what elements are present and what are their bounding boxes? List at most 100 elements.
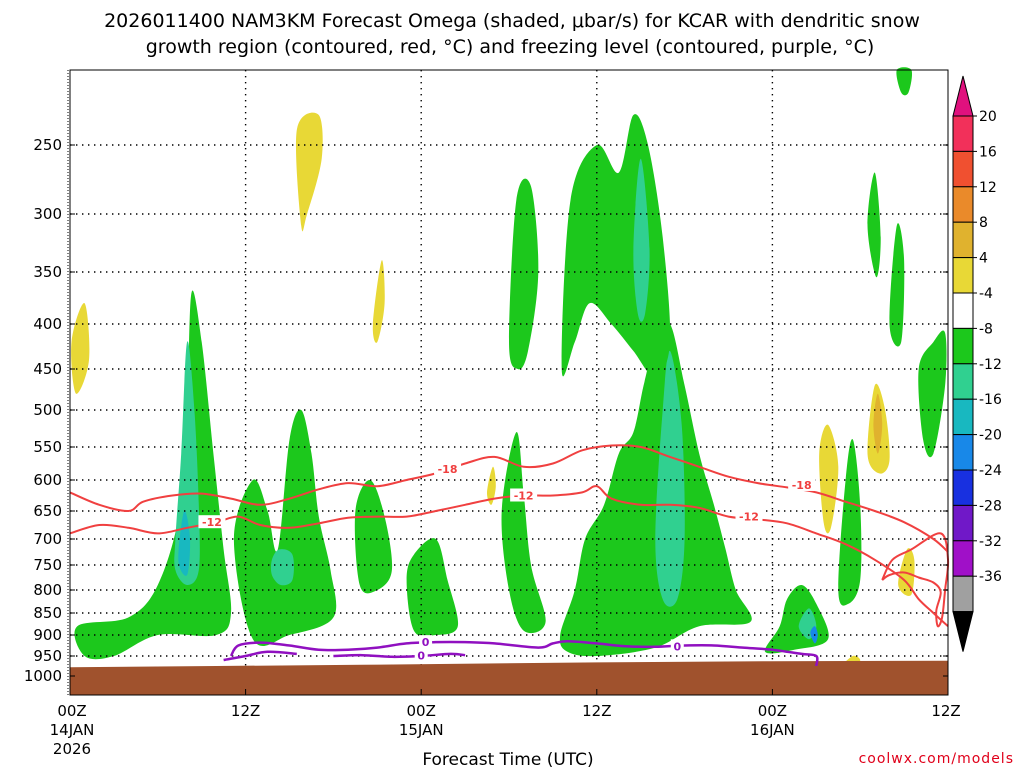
y-tick-label: 750: [33, 556, 62, 574]
y-tick-label: 450: [33, 360, 62, 378]
omega-shade-m4: [867, 172, 881, 278]
colorbar-swatch: [952, 504, 974, 542]
contour-label-bg: [419, 635, 433, 649]
omega-shade-p4: [372, 260, 385, 343]
contour-label: -18: [792, 479, 812, 492]
colorbar-swatch: [952, 292, 974, 329]
y-tick-label: 1000: [24, 667, 62, 685]
x-tick-label: 00Z: [407, 702, 436, 720]
omega-shade-m4: [889, 223, 905, 347]
contour-label-bg: [414, 648, 428, 662]
x-tick-label: 12Z: [582, 702, 611, 720]
contour-minus18: [69, 444, 949, 553]
omega-shade-m4: [918, 330, 947, 458]
contour-label: -12: [739, 511, 759, 524]
colorbar: 20 16 12 8 4 -4 -8 -12 -16 -20 -24 -28 -32 -36: [952, 75, 1002, 652]
colorbar-label: -36: [979, 569, 1002, 585]
contour-label: 0: [673, 640, 681, 653]
x-tick-label: 12Z: [931, 702, 960, 720]
colorbar-label: 20: [979, 109, 997, 125]
x-tick-label: 00Z: [758, 702, 787, 720]
omega-shade-m8: [655, 350, 685, 607]
colorbar-swatch: [952, 115, 974, 152]
freezing-level-purple_zero_c: [333, 652, 466, 659]
y-tick-label: 650: [33, 502, 62, 520]
omega-shade-p4: [486, 466, 496, 505]
colorbar-swatch: [952, 540, 974, 577]
x-axis-label: Forecast Time (UTC): [422, 750, 593, 768]
contour-label: -12: [514, 490, 534, 503]
colorbar-swatch: [952, 186, 974, 223]
colorbar-label: -12: [979, 357, 1002, 373]
omega-shade-p4: [819, 424, 839, 534]
x-tick-date: 15JAN: [399, 721, 444, 739]
colorbar-label: -16: [979, 392, 1002, 408]
y-tick-label: 250: [33, 136, 62, 154]
omega-shade-m8: [174, 341, 200, 585]
omega-shade-m4: [559, 322, 752, 657]
contour-label-bg: [788, 477, 816, 491]
y-tick-label: 800: [33, 581, 62, 599]
x-tick-label: 12Z: [231, 702, 260, 720]
omega-shade-m4: [406, 538, 459, 637]
contour-label-bg: [510, 488, 538, 502]
y-tick-label: 900: [33, 626, 62, 644]
contour-label-bg: [735, 509, 763, 523]
colorbar-swatch: [952, 363, 974, 400]
y-tick-label: 350: [33, 263, 62, 281]
colorbar-swatch: [952, 150, 974, 188]
y-tick-label: 950: [33, 647, 62, 665]
colorbar-swatch: [952, 575, 974, 613]
credit-text: coolwx.com/models: [859, 751, 1014, 767]
contour-minus12-closed: [881, 532, 950, 628]
omega-shade-m4: [501, 432, 546, 634]
colorbar-label: -32: [979, 534, 1002, 550]
omega-shade-m8: [633, 158, 650, 322]
colorbar-swatch: [952, 221, 974, 259]
contour-label-bg: [434, 461, 462, 475]
contour-minus12: [69, 485, 949, 627]
colorbar-label: 4: [979, 251, 988, 267]
chart-title-line1: 2026011400 NAM3KM Forecast Omega (shaded…: [104, 10, 920, 32]
contour-layer: -18-12-12-18-120 00: [69, 444, 950, 667]
colorbar-label: 12: [979, 180, 997, 196]
colorbar-swatch: [952, 469, 974, 506]
contour-label: 0: [417, 650, 425, 663]
chart-title-line2: growth region (contoured, red, °C) and f…: [146, 36, 875, 58]
colorbar-swatch: [952, 434, 974, 471]
y-tick-label: 850: [33, 604, 62, 622]
contour-label-bg: [198, 515, 226, 529]
omega-shade-m4: [896, 67, 913, 96]
x-tick-label: 00Z: [57, 702, 86, 720]
x-tick-date: 16JAN: [750, 721, 795, 739]
colorbar-swatch: [952, 327, 974, 365]
colorbar-top-arrow: [952, 75, 974, 117]
freezing-level-purple_zero_a: [229, 640, 819, 667]
omega-shading-layer: [71, 67, 947, 669]
colorbar-swatch: [952, 398, 974, 436]
colorbar-label: -28: [979, 498, 1002, 514]
omega-shade-p8: [873, 393, 883, 454]
y-tick-label: 550: [33, 438, 62, 456]
omega-shade-p4: [71, 302, 90, 394]
colorbar-label: 8: [979, 215, 988, 231]
omega-shade-m8: [270, 549, 294, 586]
contour-label: 0: [422, 636, 430, 649]
contour-label: -12: [202, 516, 222, 529]
contour-label: -18: [438, 463, 458, 476]
colorbar-swatch: [952, 257, 974, 294]
omega-shade-m4: [508, 178, 539, 370]
y-axis-ticks: 250 300 350 400 450 500 550 600 650 700 750 800 850 9…: [24, 136, 948, 685]
colorbar-label: -20: [979, 428, 1002, 444]
omega-shade-m4: [838, 439, 862, 606]
x-tick-date: 14JAN: [50, 721, 95, 739]
colorbar-label: -24: [979, 463, 1002, 479]
colorbar-bottom-arrow: [952, 611, 974, 652]
omega-shade-p4: [295, 112, 323, 232]
terrain-fill: [70, 660, 948, 695]
colorbar-label: 16: [979, 144, 997, 160]
freezing-level-purple_zero_b: [223, 650, 297, 662]
y-tick-label: 600: [33, 471, 62, 489]
contour-label-bg: [670, 639, 684, 653]
